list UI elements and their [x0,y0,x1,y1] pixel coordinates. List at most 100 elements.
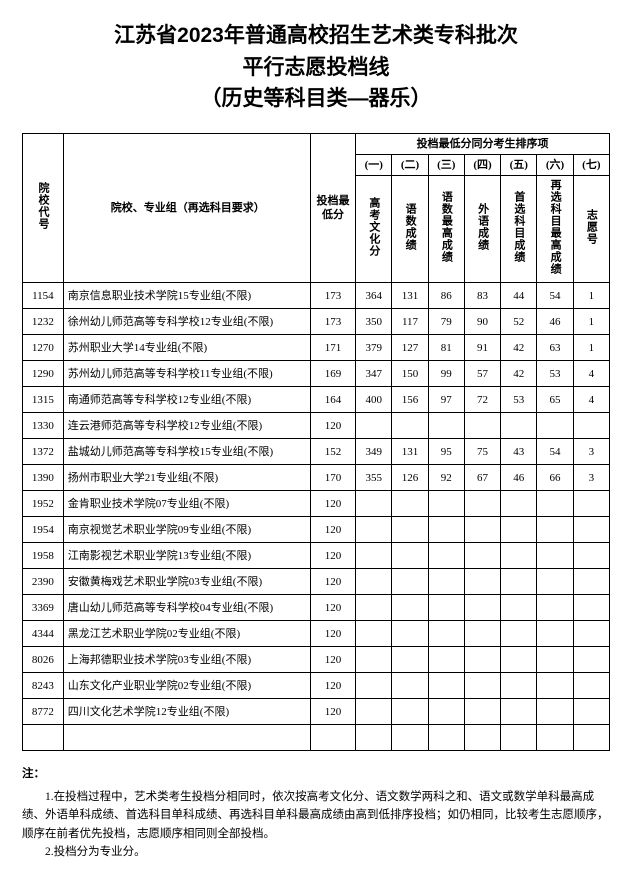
cell-score: 120 [310,621,355,647]
cell-sort: 42 [501,335,537,361]
cell-sort: 364 [356,283,392,309]
cell-sort: 355 [356,465,392,491]
title-line-2: 平行志愿投档线 [22,52,610,84]
cell-sort: 92 [428,465,464,491]
cell-code: 8772 [23,699,64,725]
header-subnum: (五) [501,154,537,175]
cell-code: 1390 [23,465,64,491]
header-sublabel: 志愿号 [573,176,609,283]
cell-sort [392,699,428,725]
cell-score: 120 [310,699,355,725]
cell-name: 苏州职业大学14专业组(不限) [63,335,310,361]
table-row: 1330连云港师范高等专科学校12专业组(不限)120 [23,413,610,439]
cell-sort [464,673,500,699]
cell-sort [501,517,537,543]
cell-sort [392,647,428,673]
cell-sort [392,543,428,569]
cell-sort [501,673,537,699]
cell-sort: 127 [392,335,428,361]
cell-sort: 67 [464,465,500,491]
table-row-empty [23,725,610,751]
cell-sort [356,673,392,699]
cell-score: 169 [310,361,355,387]
cell-code: 1232 [23,309,64,335]
cell-code: 1154 [23,283,64,309]
cell-code: 1958 [23,543,64,569]
cell-sort [356,647,392,673]
cell-sort [428,699,464,725]
cell-empty [464,725,500,751]
cell-sort: 83 [464,283,500,309]
cell-score: 120 [310,595,355,621]
cell-name: 盐城幼儿师范高等专科学校15专业组(不限) [63,439,310,465]
cell-sort [501,491,537,517]
cell-sort: 54 [537,439,573,465]
cell-sort: 150 [392,361,428,387]
table-row: 1232徐州幼儿师范高等专科学校12专业组(不限)173350117799052… [23,309,610,335]
cell-sort [537,413,573,439]
cell-name: 南通师范高等专科学校12专业组(不限) [63,387,310,413]
cell-sort: 44 [501,283,537,309]
header-subnum: (六) [537,154,573,175]
table-row: 1315南通师范高等专科学校12专业组(不限)16440015697725365… [23,387,610,413]
cell-sort [464,543,500,569]
cell-empty [23,725,64,751]
cell-sort [464,699,500,725]
header-subnum: (一) [356,154,392,175]
cell-sort [428,621,464,647]
cell-code: 8243 [23,673,64,699]
header-subnum: (四) [464,154,500,175]
notes-title: 注： [22,765,610,783]
score-table: 院校代号 院校、专业组（再选科目要求） 投档最低分 投档最低分同分考生排序项 (… [22,133,610,752]
title-line-3: （历史等科目类—器乐） [22,83,610,115]
cell-empty [573,725,609,751]
cell-sort [501,413,537,439]
header-sublabel: 外语成绩 [464,176,500,283]
cell-empty [428,725,464,751]
cell-sort: 379 [356,335,392,361]
cell-sort [537,621,573,647]
cell-sort: 53 [537,361,573,387]
cell-sort [464,517,500,543]
cell-name: 上海邦德职业技术学院03专业组(不限) [63,647,310,673]
cell-name: 四川文化艺术学院12专业组(不限) [63,699,310,725]
cell-sort [428,543,464,569]
cell-sort: 72 [464,387,500,413]
cell-sort [573,647,609,673]
cell-sort: 99 [428,361,464,387]
cell-code: 1954 [23,517,64,543]
cell-sort [537,647,573,673]
header-sublabel: 高考文化分 [356,176,392,283]
cell-sort: 156 [392,387,428,413]
table-row: 8772四川文化艺术学院12专业组(不限)120 [23,699,610,725]
cell-sort: 131 [392,283,428,309]
cell-sort: 1 [573,283,609,309]
cell-sort [356,569,392,595]
cell-sort: 1 [573,309,609,335]
page-title: 江苏省2023年普通高校招生艺术类专科批次 平行志愿投档线 （历史等科目类—器乐… [22,20,610,115]
cell-empty [537,725,573,751]
header-sublabel: 首选科目成绩 [501,176,537,283]
cell-sort [573,491,609,517]
cell-name: 安徽黄梅戏艺术职业学院03专业组(不限) [63,569,310,595]
cell-sort: 65 [537,387,573,413]
cell-sort: 4 [573,387,609,413]
cell-sort: 131 [392,439,428,465]
cell-sort [537,491,573,517]
cell-sort: 4 [573,361,609,387]
cell-sort: 81 [428,335,464,361]
cell-score: 173 [310,283,355,309]
cell-code: 1330 [23,413,64,439]
cell-sort [501,543,537,569]
cell-sort [537,699,573,725]
header-sublabel: 再选科目最高成绩 [537,176,573,283]
table-row: 4344黑龙江艺术职业学院02专业组(不限)120 [23,621,610,647]
cell-name: 山东文化产业职业学院02专业组(不限) [63,673,310,699]
cell-score: 170 [310,465,355,491]
cell-sort [537,517,573,543]
cell-sort: 350 [356,309,392,335]
header-sort-group: 投档最低分同分考生排序项 [356,133,610,154]
cell-code: 1270 [23,335,64,361]
cell-code: 1952 [23,491,64,517]
cell-sort [501,595,537,621]
